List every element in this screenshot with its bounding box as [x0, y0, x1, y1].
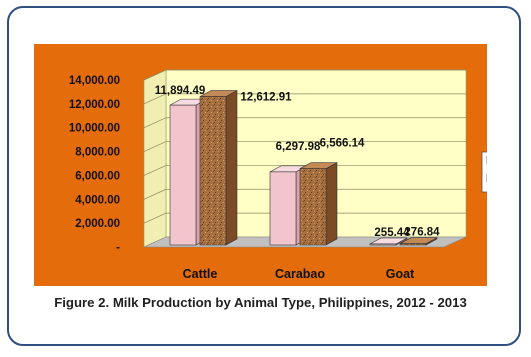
- grid-line: [143, 188, 466, 200]
- data-label: 255.44: [374, 227, 410, 239]
- data-label: 12,612.91: [240, 92, 292, 104]
- y-tick-label: 4,000.00: [75, 194, 120, 206]
- y-tick-label: 12,000.00: [69, 99, 120, 111]
- bar-front: [199, 96, 227, 246]
- legend-box: [481, 151, 487, 193]
- x-tick-label: Carabao: [275, 267, 325, 281]
- bar-cattle-2013: [199, 90, 238, 246]
- x-tick-labels: Cattle Carabao Goat: [183, 267, 415, 281]
- bar-front: [369, 243, 397, 246]
- x-tick-label: Cattle: [183, 267, 218, 281]
- grid-line: [143, 165, 466, 176]
- y-tick-label: 8,000.00: [75, 147, 120, 159]
- grid-line: [143, 69, 466, 81]
- y-tick-label: -: [116, 242, 120, 254]
- figure-caption: Figure 2. Milk Production by Animal Type…: [54, 295, 467, 310]
- y-tick-label: 14,000.00: [69, 75, 120, 87]
- bar-goat-2012: [369, 237, 408, 246]
- bar-carabao-2013: [299, 162, 338, 246]
- bar-carabao-2012: [269, 165, 308, 246]
- data-labels: 11,894.49 12,612.91 6,297.98 6,566.14 255.44…: [155, 85, 440, 239]
- data-label: 6,297.98: [276, 141, 321, 153]
- y-tick-labels: - 2,000.00 4,000.00 6,000.00 8,000.00 10,000.…: [69, 75, 120, 254]
- bar-front: [269, 171, 297, 246]
- bar-front: [299, 168, 327, 246]
- bar-chart: 11,894.49 12,612.91 6,297.98 6,566.14 255.44…: [69, 69, 487, 281]
- grid-line: [143, 141, 466, 152]
- data-label: 11,894.49: [155, 85, 206, 97]
- data-label: 6,566.14: [320, 138, 365, 150]
- legend: 20122013: [481, 151, 487, 193]
- bar-side: [325, 162, 338, 246]
- y-tick-label: 10,000.00: [69, 123, 120, 135]
- grid-line: [143, 117, 466, 129]
- bars: [169, 90, 438, 246]
- y-tick-label: 2,000.00: [75, 218, 120, 230]
- grid-line: [143, 212, 466, 224]
- bar-side: [225, 90, 238, 246]
- bar-front: [399, 243, 427, 246]
- bar-goat-2013: [399, 237, 438, 246]
- grid-line: [143, 93, 466, 105]
- bar-front: [169, 104, 197, 246]
- grid-lines: [143, 69, 466, 224]
- x-tick-label: Goat: [386, 267, 415, 281]
- data-label: 276.84: [404, 227, 440, 239]
- y-tick-label: 6,000.00: [75, 170, 120, 182]
